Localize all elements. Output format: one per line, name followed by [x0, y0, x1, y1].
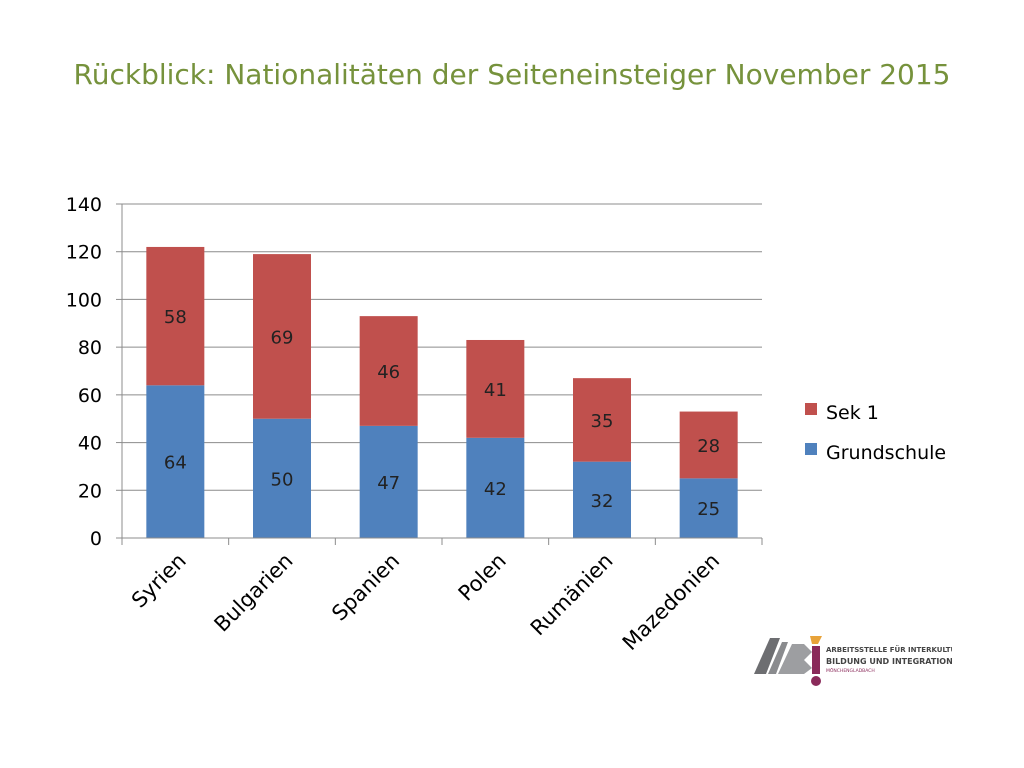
bar-sek-1-syrien	[146, 246, 205, 386]
bar-sek-1-polen	[466, 339, 525, 438]
data-label-sek-1: 46	[377, 362, 400, 383]
y-tick-label: 120	[66, 242, 102, 264]
logo-mark	[754, 636, 822, 686]
bar-grundschule-mazedonien	[679, 478, 738, 538]
x-tick-label: Bulgarien	[210, 549, 298, 637]
gridlines	[122, 203, 762, 491]
slide-title: Rückblick: Nationalitäten der Seiteneins…	[73, 58, 951, 91]
legend: Sek 1 Grundschule	[805, 402, 946, 464]
data-label-sek-1: 58	[164, 307, 187, 328]
bar-grundschule-bulgarien	[253, 418, 311, 538]
data-label-sek-1: 41	[484, 380, 507, 401]
bar-sek-1-mazedonien	[679, 411, 738, 479]
data-label-sek-1: 69	[271, 327, 294, 348]
y-tick-label: 0	[90, 528, 102, 550]
y-tick-label: 40	[78, 433, 102, 455]
abi-logo: ARBEITSSTELLE FÜR INTERKULTURELLE BILDUN…	[754, 636, 952, 686]
bar-sek-1-spanien	[359, 316, 418, 426]
x-tick-label: Spanien	[327, 549, 404, 626]
x-tick-label: Rumänien	[526, 549, 618, 641]
bar-grundschule-rumänien	[573, 461, 631, 538]
data-label-grundschule: 25	[697, 499, 720, 520]
data-label-grundschule: 50	[271, 469, 294, 490]
bar-grundschule-spanien	[359, 425, 418, 538]
data-label-grundschule: 47	[377, 473, 400, 494]
bar-grundschule-polen	[466, 437, 525, 538]
logo-line2: BILDUNG UND INTEGRATION	[826, 657, 952, 666]
logo-line1: ARBEITSSTELLE FÜR INTERKULTURELLE	[826, 645, 952, 654]
legend-label: Sek 1	[826, 402, 879, 424]
logo-line3: MÖNCHENGLADBACH	[826, 667, 875, 674]
data-label-grundschule: 42	[484, 479, 507, 500]
data-label-grundschule: 32	[591, 491, 614, 512]
data-label-grundschule: 64	[164, 453, 187, 474]
data-label-sek-1: 28	[697, 436, 720, 457]
data-labels: 64 58 50 69 47 46 42 41 32 35 25 28	[164, 307, 720, 520]
y-tick-label: 100	[66, 289, 102, 311]
y-tick-label: 140	[66, 194, 102, 216]
x-tick-label: Polen	[454, 549, 511, 606]
legend-swatch	[805, 443, 817, 455]
y-tick-label: 80	[78, 337, 102, 359]
data-label-sek-1: 35	[591, 411, 614, 432]
bars	[146, 246, 738, 538]
bar-sek-1-bulgarien	[253, 254, 311, 419]
y-tick-label: 20	[78, 480, 102, 502]
legend-swatch	[805, 403, 817, 415]
x-tick-label: Syrien	[127, 549, 191, 613]
x-tick-label: Mazedonien	[618, 549, 724, 655]
bar-grundschule-syrien	[146, 385, 205, 538]
legend-label: Grundschule	[826, 442, 946, 464]
bar-sek-1-rumänien	[573, 378, 631, 462]
y-tick-label: 60	[78, 385, 102, 407]
